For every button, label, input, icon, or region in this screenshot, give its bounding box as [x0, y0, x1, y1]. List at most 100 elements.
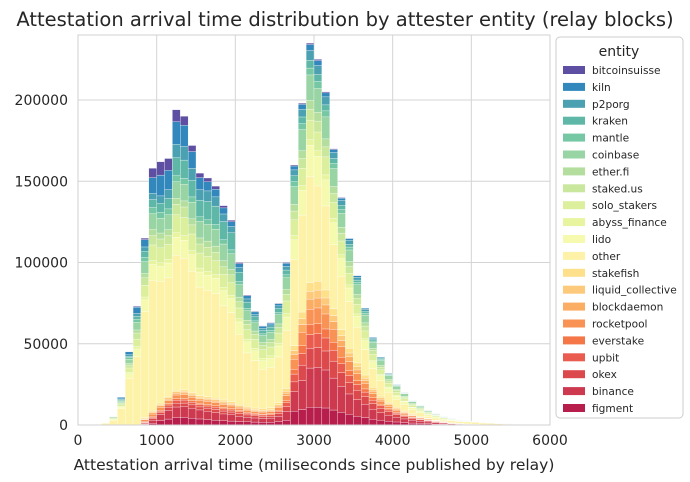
bar-segment-ether-fi [250, 330, 260, 335]
bar-segment-lido [156, 266, 165, 282]
bar-segment-liquid-collective [298, 318, 307, 325]
bar-segment-upbit [305, 334, 315, 349]
bar-segment-staked-us [361, 325, 370, 332]
bar-segment-bitcoinsuisse [321, 91, 330, 94]
bar-segment-rocketpool [361, 383, 370, 390]
bar-segment-p2porg [187, 168, 197, 181]
bar-segment-binance [423, 421, 433, 424]
bar-segment-kiln [305, 44, 315, 51]
bar-segment-okex [235, 413, 244, 417]
bar-segment-kiln [219, 207, 228, 215]
bar-segment-other [361, 349, 370, 376]
bar-segment-stakefish [258, 408, 267, 411]
bar-segment-solo-stakers [125, 367, 134, 373]
bar-segment-everstake [235, 410, 244, 412]
bar-segment-staked-us [148, 235, 157, 246]
bar-segment-okex [329, 360, 338, 379]
bar-segment-upbit [321, 337, 330, 352]
bar-segment-binance [313, 367, 323, 408]
bar-segment-lido [298, 190, 307, 216]
bar-segment-p2porg [337, 200, 346, 206]
x-tick-label: 4000 [375, 433, 411, 449]
bar-segment-p2porg [180, 146, 189, 161]
bar-segment-p2porg [290, 169, 299, 176]
bar-segment-staked-us [250, 334, 260, 340]
legend-title: entity [599, 44, 640, 60]
bar-segment-upbit [258, 414, 267, 417]
bar-segment-rocketpool [187, 397, 197, 401]
bar-segment-rocketpool [172, 394, 181, 399]
y-tick-label: 0 [59, 418, 68, 434]
bar-segment-liquid-collective [180, 391, 189, 394]
bar-segment-kiln [125, 351, 134, 355]
bar-segment-solo-stakers [282, 300, 291, 314]
bar-segment-upbit [187, 402, 197, 406]
bar-segment-figment [337, 412, 346, 426]
bar-segment-p2porg [243, 298, 252, 303]
bar-segment-solo-stakers [274, 332, 283, 344]
bar-segment-other [353, 326, 362, 364]
bar-segment-lido [400, 401, 409, 405]
bar-segment-okex [203, 408, 212, 412]
bar-segment-liquid-collective [384, 403, 393, 405]
bar-segment-mantle [337, 209, 346, 214]
bar-segment-other [368, 368, 378, 388]
bar-segment-abyss-finance [187, 250, 197, 255]
bar-segment-p2porg [298, 109, 307, 118]
bar-segment-blockdaemon [274, 405, 283, 408]
bar-segment-binance [376, 412, 385, 421]
bar-segment-blockdaemon [290, 354, 299, 360]
bar-segment-stakefish [219, 399, 228, 402]
bar-segment-lido [321, 179, 330, 207]
legend-swatch [563, 66, 585, 74]
bar-segment-kraken [203, 201, 212, 220]
bar-segment-solo-stakers [400, 398, 409, 402]
bar-segment-abyss-finance [282, 313, 291, 318]
bar-segment-ether-fi [290, 204, 299, 212]
bar-segment-lido [219, 290, 228, 307]
bar-segment-coinbase [164, 214, 173, 230]
bar-segment-bitcoinsuisse [187, 145, 197, 152]
bar-segment-staked-us [337, 232, 346, 242]
bar-segment-mantle [148, 207, 157, 214]
bar-segment-binance [274, 416, 283, 422]
bar-segment-bitcoinsuisse [132, 306, 142, 308]
bar-segment-solo-stakers [361, 330, 370, 339]
bar-segment-upbit [180, 399, 189, 404]
bar-segment-p2porg [125, 354, 134, 357]
bar-segment-everstake [368, 397, 378, 401]
bar-segment-coinbase [219, 243, 228, 261]
bar-segment-p2porg [227, 226, 236, 233]
bar-segment-okex [211, 409, 220, 413]
y-tick-label: 200000 [15, 93, 68, 109]
bar-segment-okex [274, 413, 283, 417]
bar-segment-everstake [148, 416, 157, 418]
bar-segment-staked-us [376, 366, 385, 371]
bar-segment-okex [180, 402, 189, 408]
legend-swatch [563, 370, 585, 379]
bar-segment-lido [235, 321, 244, 335]
bar-segment-liquid-collective [235, 405, 244, 408]
bar-segment-lido [203, 275, 212, 291]
bar-segment-okex [368, 403, 378, 410]
bar-segment-kiln [203, 181, 212, 192]
bar-segment-everstake [227, 408, 236, 411]
bar-segment-binance [305, 367, 315, 408]
bar-segment-rocketpool [266, 411, 275, 414]
legend-swatch [563, 302, 585, 311]
bar-segment-figment [274, 421, 283, 426]
bar-segment-everstake [195, 402, 205, 405]
bar-segment-upbit [376, 405, 385, 409]
bar-segment-bitcoinsuisse [172, 109, 181, 122]
bar-segment-bitcoinsuisse [298, 103, 307, 105]
bar-segment-coinbase [376, 360, 385, 366]
bar-segment-binance [211, 412, 220, 421]
bar-segment-other [298, 215, 307, 313]
legend-entry: everstake [592, 335, 644, 347]
bar-segment-kiln [156, 174, 165, 197]
y-tick-label: 150000 [15, 174, 68, 190]
bar-segment-okex [384, 411, 393, 416]
bar-segment-kiln [117, 397, 126, 400]
bar-segment-ether-fi [384, 379, 393, 382]
bar-segment-lido [211, 278, 220, 294]
